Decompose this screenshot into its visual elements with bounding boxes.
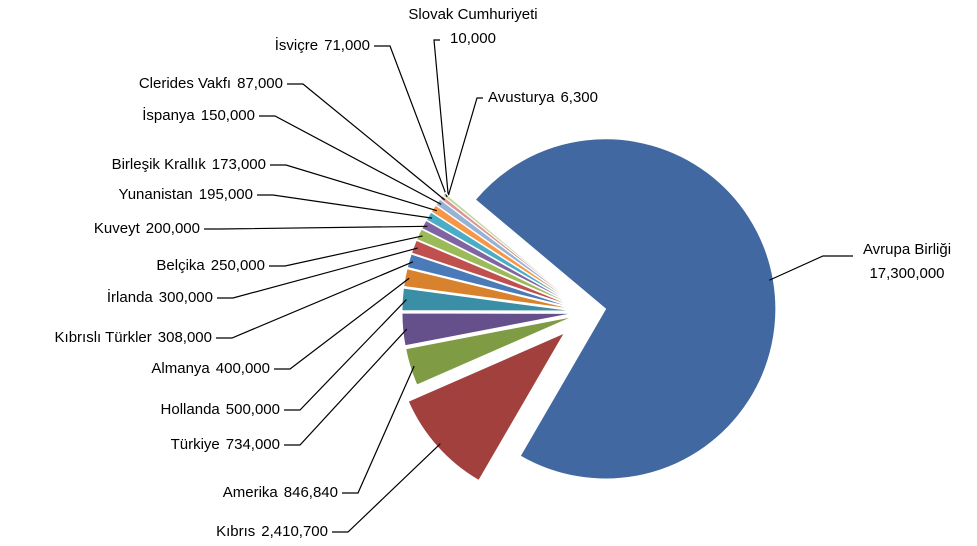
slice-label-name: Clerides Vakfı [139,75,231,92]
slice-label: Belçika 250,000 [156,257,265,274]
slice-label-value: 6,300 [560,89,598,106]
slice-label: İsviçre 71,000 [275,36,370,54]
slice-label-value: 300,000 [159,289,213,306]
slice-label-value: 400,000 [216,360,270,377]
leader-line [447,97,483,196]
pie-slice [421,219,575,305]
slice-label: Kuveyt 200,000 [94,220,200,237]
leader-line [259,115,442,205]
leader-line [217,247,418,299]
leader-line [270,164,437,212]
slice-label-value: 308,000 [158,329,212,346]
slice-label-value: 734,000 [226,436,280,453]
slice-label-name: Türkiye [171,436,220,453]
slice-label-value: 17,300,000 [869,265,944,282]
leader-line [216,261,414,339]
pie-slice [430,204,575,304]
leader-line [768,255,853,281]
slice-label-name: Kıbrıs [216,523,255,540]
slice-label: Hollanda 500,000 [161,401,280,418]
slice-label-name: İspanya [142,106,195,124]
slice-label-name: Hollanda [161,401,221,418]
slice-label: Türkiye 734,000 [171,436,280,453]
leader-line [433,39,449,196]
leader-line [284,299,407,411]
leader-line [374,45,448,198]
pie-slice [405,316,573,386]
slice-label-value: 71,000 [324,37,370,54]
pie-slice [444,191,576,303]
slice-label: Almanya 400,000 [151,360,270,377]
leader-line [269,235,423,267]
pie-slice [406,253,573,308]
pie-slice [474,138,777,480]
slice-label-value: 250,000 [211,257,265,274]
slice-label-name: Birleşik Krallık [112,156,207,173]
slice-label: Yunanistan 195,000 [119,186,253,203]
slice-label: İrlanda 300,000 [107,288,213,306]
slice-label-name: Belçika [156,257,205,274]
slice-label-value: 150,000 [201,107,255,124]
slice-label-value: 195,000 [199,186,253,203]
leader-line [342,365,415,494]
slice-label-name: Slovak Cumhuriyeti [408,6,537,23]
pie-slice [401,312,573,347]
pie-slice [411,239,574,307]
slice-label-value: 87,000 [237,75,283,92]
leader-line [204,225,428,230]
slice-label: Kıbrıs 2,410,700 [216,523,328,540]
slice-label-value: 10,000 [450,30,496,47]
slice-label-name: Almanya [151,360,210,377]
slice-label-value: 2,410,700 [261,523,328,540]
slice-label-name: Avrupa Birliği [863,241,951,258]
slice-label: Avusturya 6,300 [488,89,598,106]
slice-label-value: 200,000 [146,220,200,237]
slice-label-value: 500,000 [226,401,280,418]
slice-label-value: 173,000 [212,156,266,173]
slice-label-name: Kuveyt [94,220,141,237]
slice-label-name: Amerika [223,484,279,501]
pie-slice [401,287,573,312]
leader-line [274,277,410,370]
slice-label: Clerides Vakfı 87,000 [139,75,283,92]
slice-label-name: Yunanistan [119,186,193,203]
pie-slice [416,228,574,306]
leader-line [284,328,408,446]
slice-label: İspanya 150,000 [142,106,255,124]
leader-line [332,443,441,533]
slice-label-name: İrlanda [107,288,154,306]
slice-label-name: İsviçre [275,36,318,54]
slice-label: Amerika 846,840 [223,484,338,501]
pie-slice [403,268,573,310]
slice-label-value: 846,840 [284,484,338,501]
slice-label: Birleşik Krallık 173,000 [112,156,266,173]
leader-line [287,83,446,201]
slice-label: Kıbrıslı Türkler 308,000 [55,329,212,346]
leader-line [257,194,433,219]
slice-label-name: Kıbrıslı Türkler [55,329,152,346]
slice-label-name: Avusturya [488,89,555,106]
pie-slice [425,211,575,305]
